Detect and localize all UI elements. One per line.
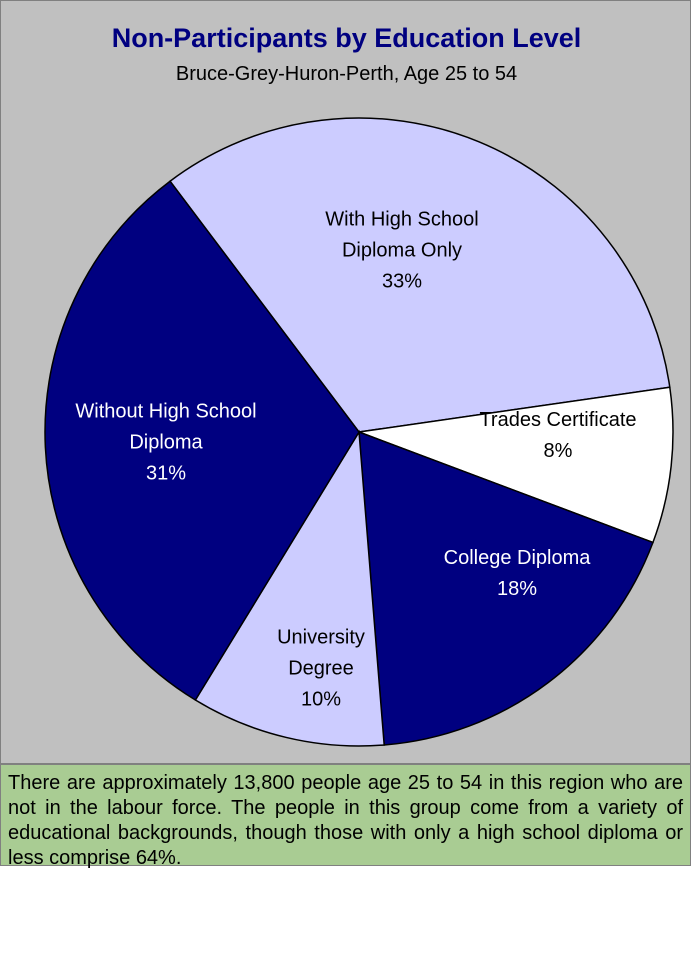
chart-subtitle: Bruce-Grey-Huron-Perth, Age 25 to 54	[175, 63, 518, 85]
pie	[44, 117, 674, 747]
slice-label: With High School Diploma Only 33%	[287, 205, 517, 298]
pie-slice	[168, 117, 671, 433]
chart-title: Non-Participants by Education Level	[111, 23, 582, 53]
category-label: Without High School Diploma	[75, 400, 257, 454]
pie-slice	[44, 180, 360, 702]
category-label: Trades Certificate	[479, 409, 637, 431]
value-label: 18%	[496, 578, 538, 600]
value-label: 10%	[300, 688, 342, 711]
slice-label: University Degree 10%	[251, 623, 391, 716]
pie-slice	[358, 430, 654, 746]
description: There are approximately 13,800 people ag…	[0, 764, 691, 869]
slice-label: Trades Certificate 8%	[443, 405, 673, 467]
slice-label: College Diploma 18%	[402, 543, 632, 605]
pie-slice	[358, 386, 674, 544]
category-label: With High School Diploma Only	[325, 208, 479, 262]
slice-label: Without High School Diploma 31%	[36, 397, 296, 490]
pie-slice	[194, 429, 385, 747]
value-label: 8%	[543, 440, 573, 462]
chart: Non-Participants by Education Level Bruc…	[0, 0, 691, 764]
category-label: University Degree	[277, 626, 365, 680]
category-label: College Diploma	[443, 547, 591, 569]
value-label: 31%	[145, 462, 187, 485]
value-label: 33%	[381, 270, 423, 293]
